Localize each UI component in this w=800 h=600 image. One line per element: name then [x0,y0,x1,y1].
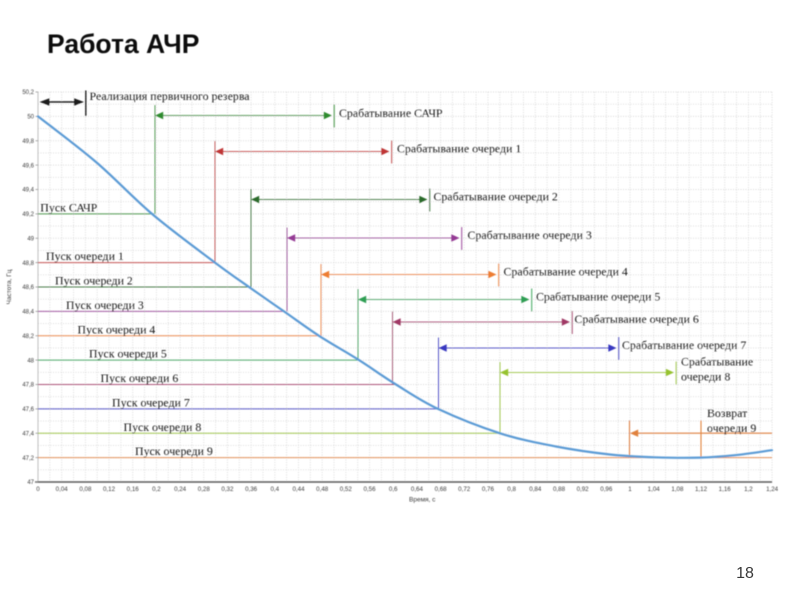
svg-text:Возврат: Возврат [707,406,748,420]
svg-text:0,92: 0,92 [577,486,590,493]
svg-text:0,84: 0,84 [529,486,542,493]
svg-text:0,16: 0,16 [127,486,140,493]
svg-text:Реализация первичного резерва: Реализация первичного резерва [90,89,251,103]
svg-text:0,32: 0,32 [221,486,234,493]
svg-text:1,12: 1,12 [695,486,708,493]
svg-text:48: 48 [27,358,34,364]
svg-text:0,4: 0,4 [270,486,279,493]
svg-text:1,04: 1,04 [648,486,661,493]
svg-text:0,36: 0,36 [245,486,258,493]
svg-text:Пуск очереди 9: Пуск очереди 9 [135,444,213,458]
svg-text:50,2: 50,2 [22,90,34,96]
svg-text:очереди 9: очереди 9 [707,421,756,435]
svg-text:Срабатывание очереди 1: Срабатывание очереди 1 [397,141,521,155]
svg-text:Срабатывание очереди 4: Срабатывание очереди 4 [504,264,628,278]
svg-text:Пуск очереди 2: Пуск очереди 2 [55,274,133,288]
svg-text:0,04: 0,04 [56,486,69,493]
svg-text:Пуск очереди 4: Пуск очереди 4 [78,322,156,336]
svg-text:0,48: 0,48 [316,486,329,493]
svg-text:1,16: 1,16 [719,486,732,493]
svg-text:0,24: 0,24 [174,486,187,493]
svg-text:0,56: 0,56 [363,486,376,493]
svg-text:0,68: 0,68 [435,486,448,493]
svg-text:1,2: 1,2 [744,486,753,493]
svg-text:49,4: 49,4 [22,188,34,194]
svg-text:0,44: 0,44 [292,486,305,493]
svg-text:0,72: 0,72 [458,486,471,493]
svg-text:1,08: 1,08 [671,486,684,493]
svg-text:0,96: 0,96 [600,486,613,493]
svg-text:Срабатывание очереди 6: Срабатывание очереди 6 [575,312,699,326]
svg-text:0,6: 0,6 [389,486,398,493]
svg-text:Срабатывание САЧР: Срабатывание САЧР [339,106,443,120]
svg-text:Срабатывание очереди 7: Срабатывание очереди 7 [622,338,746,352]
svg-text:48,6: 48,6 [22,285,34,291]
svg-text:0,08: 0,08 [79,486,92,493]
svg-text:47,8: 47,8 [22,383,34,389]
svg-text:Срабатывание очереди 3: Срабатывание очереди 3 [468,228,592,242]
svg-text:Пуск очереди 5: Пуск очереди 5 [89,347,167,361]
svg-text:Частота, Гц: Частота, Гц [6,269,13,304]
svg-text:Срабатывание: Срабатывание [681,355,753,369]
svg-text:Пуск очереди 7: Пуск очереди 7 [112,395,190,409]
svg-text:Срабатывание очереди 5: Срабатывание очереди 5 [536,289,660,303]
svg-text:Пуск очереди 1: Пуск очереди 1 [46,249,124,263]
svg-text:1,24: 1,24 [766,486,779,493]
svg-text:47,6: 47,6 [22,407,34,413]
svg-text:0,8: 0,8 [507,486,516,493]
svg-text:47,4: 47,4 [22,432,34,438]
svg-text:очереди 8: очереди 8 [681,370,730,384]
svg-text:0,88: 0,88 [553,486,566,493]
svg-text:0: 0 [36,486,40,493]
svg-text:49,8: 49,8 [22,139,34,145]
svg-text:Пуск очереди 8: Пуск очереди 8 [124,420,202,434]
svg-text:Пуск очереди 3: Пуск очереди 3 [66,298,144,312]
svg-text:49,6: 49,6 [22,163,34,169]
svg-text:49: 49 [27,237,34,243]
svg-text:Пуск САЧР: Пуск САЧР [40,200,97,214]
svg-text:48,4: 48,4 [22,310,34,316]
svg-text:49,2: 49,2 [22,212,34,218]
svg-text:0,76: 0,76 [482,486,495,493]
svg-text:Срабатывание очереди 2: Срабатывание очереди 2 [434,189,558,203]
svg-text:47,2: 47,2 [22,456,34,462]
svg-text:0,52: 0,52 [340,486,353,493]
svg-text:0,2: 0,2 [152,486,161,493]
svg-text:47: 47 [27,480,34,486]
svg-text:48,8: 48,8 [22,261,34,267]
svg-text:50: 50 [27,115,34,121]
svg-text:0,12: 0,12 [103,486,116,493]
svg-text:0,28: 0,28 [198,486,211,493]
svg-text:0,64: 0,64 [411,486,424,493]
svg-text:1: 1 [628,486,632,493]
svg-text:Пуск очереди 6: Пуск очереди 6 [101,371,179,385]
svg-text:Время, с: Время, с [409,497,436,504]
svg-text:48,2: 48,2 [22,334,34,340]
